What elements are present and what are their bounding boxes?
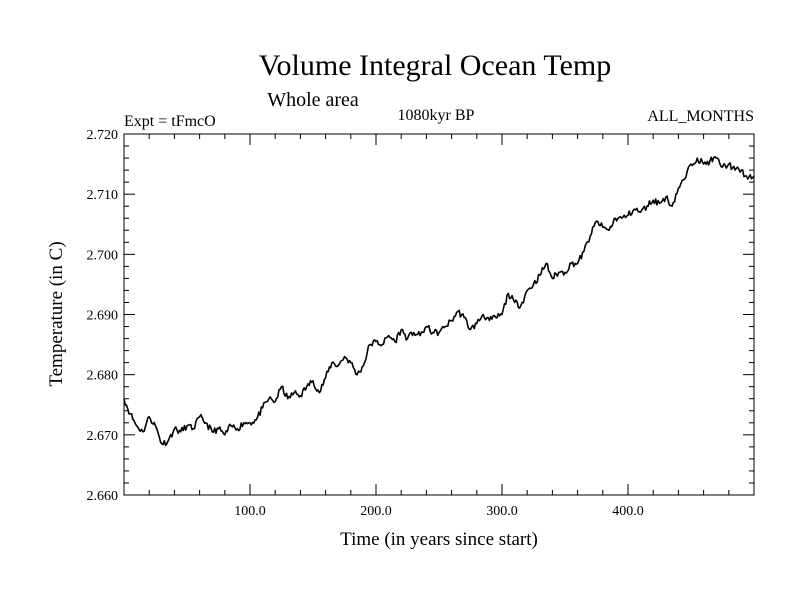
y-tick-label: 2.660 bbox=[87, 489, 119, 504]
y-axis-label: Temperature (in C) bbox=[46, 241, 67, 386]
y-tick-label: 2.710 bbox=[87, 188, 119, 203]
x-tick-label: 300.0 bbox=[486, 504, 518, 519]
period-label: 1080kyr BP bbox=[398, 107, 475, 124]
y-tick-label: 2.720 bbox=[87, 128, 119, 143]
chart-subtitle: Whole area bbox=[267, 89, 359, 111]
y-tick-label: 2.670 bbox=[87, 429, 119, 444]
x-tick-label: 400.0 bbox=[612, 504, 644, 519]
y-tick-label: 2.690 bbox=[87, 309, 119, 324]
x-tick-label: 100.0 bbox=[234, 504, 266, 519]
plot-frame bbox=[123, 133, 755, 496]
x-tick-label: 200.0 bbox=[360, 504, 392, 519]
chart-title: Volume Integral Ocean Temp bbox=[259, 49, 612, 82]
series-line bbox=[123, 156, 755, 447]
months-label: ALL_MONTHS bbox=[647, 108, 754, 125]
y-axis: 2.660 2.670 2.680 2.690 2.700 2.710 2.720 bbox=[87, 128, 754, 504]
experiment-label: Expt = tFmcO bbox=[124, 113, 216, 130]
y-tick-label: 2.700 bbox=[87, 248, 119, 263]
x-axis: 100.0 200.0 300.0 400.0 bbox=[148, 134, 730, 519]
x-axis-label: Time (in years since start) bbox=[340, 529, 538, 550]
y-tick-label: 2.680 bbox=[87, 369, 119, 384]
